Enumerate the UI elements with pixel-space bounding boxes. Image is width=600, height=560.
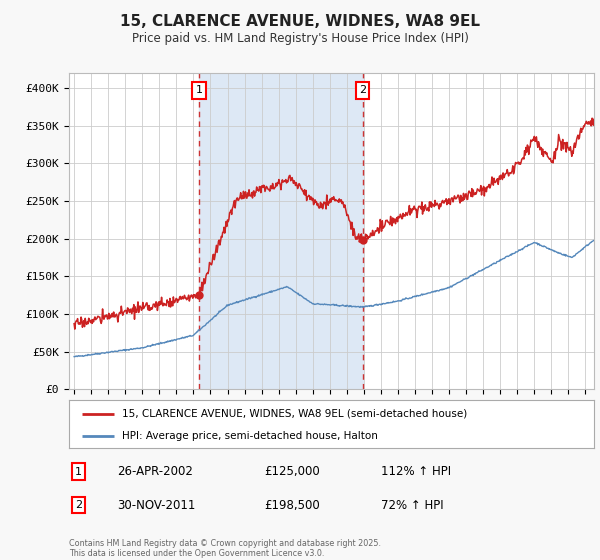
Text: Price paid vs. HM Land Registry's House Price Index (HPI): Price paid vs. HM Land Registry's House … [131,32,469,45]
Text: 112% ↑ HPI: 112% ↑ HPI [381,465,451,478]
Text: Contains HM Land Registry data © Crown copyright and database right 2025.
This d: Contains HM Land Registry data © Crown c… [69,539,381,558]
Text: 26-APR-2002: 26-APR-2002 [117,465,193,478]
Text: 72% ↑ HPI: 72% ↑ HPI [381,498,443,512]
Text: HPI: Average price, semi-detached house, Halton: HPI: Average price, semi-detached house,… [121,431,377,441]
Text: 30-NOV-2011: 30-NOV-2011 [117,498,196,512]
Text: £125,000: £125,000 [264,465,320,478]
Text: £198,500: £198,500 [264,498,320,512]
Text: 2: 2 [359,85,366,95]
Text: 1: 1 [75,466,82,477]
Text: 2: 2 [75,500,82,510]
Bar [199,73,362,389]
Text: 15, CLARENCE AVENUE, WIDNES, WA8 9EL (semi-detached house): 15, CLARENCE AVENUE, WIDNES, WA8 9EL (se… [121,409,467,419]
Text: 15, CLARENCE AVENUE, WIDNES, WA8 9EL: 15, CLARENCE AVENUE, WIDNES, WA8 9EL [120,14,480,29]
Text: 1: 1 [196,85,202,95]
